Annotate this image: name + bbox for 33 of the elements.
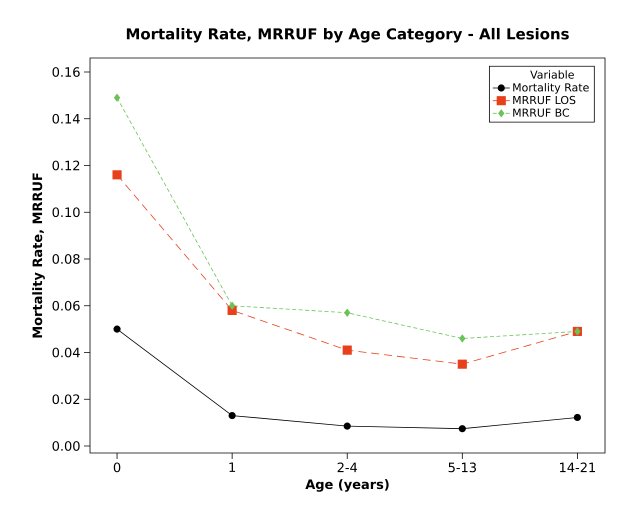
legend-label: MRRUF BC [513, 108, 570, 117]
y-tick-label: 0.12 [52, 160, 80, 170]
y-tick-label: 0.02 [52, 394, 80, 404]
point [113, 326, 121, 333]
point [114, 94, 120, 102]
point [458, 360, 467, 369]
legend-label: Mortality Rate [513, 83, 589, 94]
y-tick-label: 0.00 [52, 441, 80, 451]
x-tick-label: 0 [114, 462, 120, 472]
x-axis-title: Age (years) [305, 479, 389, 492]
x-tick-label: 2-4 [338, 462, 358, 472]
x-tick-label: 5-13 [448, 462, 476, 472]
y-tick-label: 0.04 [52, 348, 80, 358]
chart-title: Mortality Rate, MRRUF by Age Category - All Lesions [126, 28, 569, 43]
x-tick-label: 1 [229, 462, 236, 472]
point [459, 334, 466, 342]
legend-title: Variable [530, 70, 574, 79]
point [229, 302, 236, 310]
legend-label: MRRUF LOS [513, 96, 576, 104]
point [228, 412, 236, 420]
x-tick-label: 14-21 [560, 462, 596, 472]
y-tick-label: 0.08 [52, 254, 80, 264]
y-tick-label: 0.16 [52, 67, 80, 77]
point [344, 422, 351, 430]
y-tick-label: 0.10 [52, 207, 80, 218]
y-tick-label: 0.14 [52, 114, 80, 124]
y-tick-label: 0.06 [52, 300, 80, 311]
point [344, 308, 350, 317]
point [458, 425, 466, 432]
point [342, 346, 352, 355]
point [112, 170, 122, 180]
point [574, 414, 581, 422]
y-axis-title: Mortality Rate, MRRUF [32, 173, 45, 338]
